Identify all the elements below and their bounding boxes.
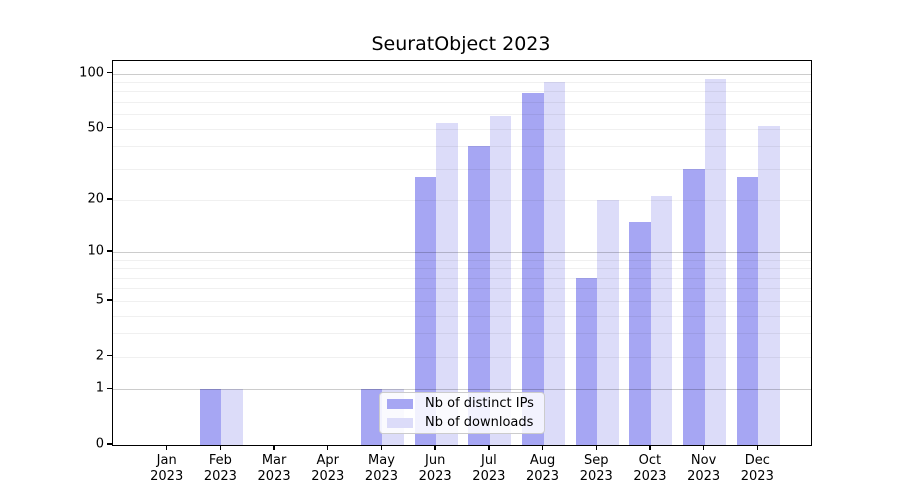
- bar-downloads-feb: [221, 389, 243, 445]
- x-tick-label: Nov 2023: [687, 453, 721, 484]
- x-tick-label: Aug 2023: [525, 453, 560, 484]
- bar-downloads-dec: [758, 125, 780, 445]
- bar-downloads-sep: [597, 200, 619, 445]
- legend: Nb of distinct IPs Nb of downloads: [379, 392, 545, 434]
- bar-downloads-jul: [489, 115, 512, 445]
- x-tick-mark: [595, 445, 597, 451]
- y-tick-mark: [107, 198, 112, 200]
- x-tick-mark: [541, 445, 544, 451]
- legend-swatch-distinct-ips: [387, 398, 413, 409]
- y-tick-label: 50: [87, 120, 104, 136]
- bar-ips-dec: [736, 176, 759, 445]
- bar-downloads-nov: [704, 78, 727, 445]
- y-tick-mark: [107, 250, 112, 252]
- y-tick-mark: [107, 354, 112, 357]
- y-tick-mark: [107, 72, 112, 74]
- x-tick-mark: [649, 445, 651, 451]
- x-tick-mark: [488, 445, 490, 451]
- bar-ips-aug: [522, 93, 544, 445]
- x-tick-mark: [166, 445, 168, 451]
- y-tick-label: 5: [95, 292, 104, 308]
- y-tick-label: 0: [95, 436, 104, 452]
- x-tick-label: Oct 2023: [633, 453, 667, 484]
- bar-ips-feb: [199, 389, 222, 445]
- x-tick-mark: [756, 445, 758, 451]
- x-tick-mark: [702, 445, 705, 451]
- bar-ips-nov: [683, 168, 705, 445]
- bar-ips-sep: [575, 277, 598, 445]
- bar-ips-oct: [629, 221, 651, 445]
- x-tick-label: Feb 2023: [203, 453, 237, 484]
- y-tick-label: 10: [87, 243, 104, 259]
- legend-item-downloads: Nb of downloads: [387, 415, 537, 430]
- x-tick-mark: [434, 445, 436, 451]
- legend-swatch-downloads: [387, 417, 413, 428]
- y-tick-mark: [107, 443, 112, 445]
- y-tick-label: 100: [79, 65, 104, 81]
- x-tick-label: Sep 2023: [579, 453, 613, 484]
- legend-label-distinct-ips: Nb of distinct IPs: [425, 396, 534, 411]
- x-tick-label: Jun 2023: [418, 453, 452, 484]
- y-tick-mark: [107, 299, 112, 301]
- chart-title: SeuratObject 2023: [371, 33, 551, 55]
- y-tick-label: 20: [87, 191, 104, 207]
- y-tick-label: 2: [95, 348, 104, 364]
- bar-downloads-oct: [650, 196, 673, 445]
- x-tick-mark: [219, 445, 222, 451]
- y-tick-mark: [107, 126, 112, 129]
- bar-ips-may: [360, 389, 383, 445]
- y-tick-label: 1: [95, 380, 104, 396]
- x-tick-mark: [273, 445, 275, 451]
- x-tick-mark: [327, 445, 329, 451]
- x-tick-label: Jan 2023: [150, 453, 184, 484]
- y-tick-mark: [107, 387, 112, 389]
- bar-ips-jun: [414, 176, 437, 445]
- bar-ips-jul: [468, 146, 490, 445]
- x-tick-mark: [380, 445, 383, 451]
- legend-item-distinct-ips: Nb of distinct IPs: [387, 396, 537, 411]
- plot-area: [112, 60, 812, 446]
- bar-downloads-aug: [543, 82, 565, 445]
- x-tick-label: Apr 2023: [311, 453, 345, 484]
- x-tick-label: Jul 2023: [472, 453, 506, 484]
- x-tick-label: Mar 2023: [257, 453, 291, 484]
- x-tick-label: Dec 2023: [740, 453, 774, 484]
- x-tick-label: May 2023: [364, 453, 399, 484]
- gridline-major: [113, 73, 811, 75]
- legend-label-downloads: Nb of downloads: [425, 415, 534, 430]
- bar-downloads-jun: [436, 122, 458, 445]
